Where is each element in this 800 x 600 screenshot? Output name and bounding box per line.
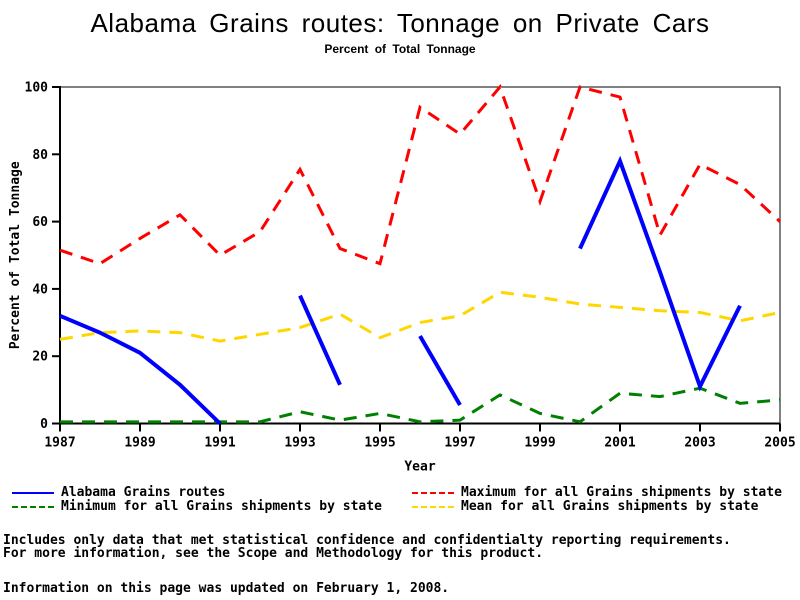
legend-label: Maximum for all Grains shipments by stat…: [461, 485, 782, 500]
series-line: [418, 335, 462, 406]
legend-item: Maximum for all Grains shipments by stat…: [400, 486, 796, 499]
x-tick-label: 1997: [444, 436, 475, 451]
legend-line-sample: [412, 491, 454, 494]
footnote-line: Includes only data that met statistical …: [3, 533, 731, 548]
x-tick-label: 1989: [124, 436, 155, 451]
x-tick-label: 2001: [604, 436, 635, 451]
x-tick-label: 1987: [44, 436, 75, 451]
x-tick-label: 2003: [684, 436, 715, 451]
x-axis-title: Year: [404, 460, 435, 475]
x-tick-label: 2005: [764, 436, 795, 451]
legend-line-sample: [412, 505, 454, 508]
x-tick-label: 1993: [284, 436, 315, 451]
y-tick-label: 40: [32, 282, 48, 297]
series-line: [298, 294, 342, 386]
x-tick-label: 1995: [364, 436, 395, 451]
series-line: [59, 290, 781, 343]
chart-subtitle: Percent of Total Tonnage: [324, 42, 476, 56]
legend-line-sample: [12, 505, 54, 508]
x-tick-label: 1999: [524, 436, 555, 451]
plot-area: 0 20 40 60 80 100 1987 1989 1991 1993 1995 1997 1999…: [8, 81, 796, 475]
legend-item: Alabama Grains routes: [0, 486, 400, 499]
y-tick-label: 0: [40, 417, 48, 432]
legend-label: Minimum for all Grains shipments by stat…: [61, 499, 382, 514]
footnote-block: Includes only data that met statistical …: [3, 534, 797, 560]
footnote-line: For more information, see the Scope and …: [3, 546, 544, 561]
legend-line-sample: [12, 491, 54, 494]
y-tick-label: 20: [32, 350, 48, 365]
legend-item: Minimum for all Grains shipments by stat…: [0, 500, 400, 513]
series-line: [60, 386, 781, 424]
y-tick-label: 100: [25, 81, 49, 96]
legend-label: Alabama Grains routes: [61, 485, 226, 500]
legend: Alabama Grains routes Maximum for all Gra…: [0, 486, 796, 513]
series-line: [578, 155, 742, 392]
chart-title: Alabama Grains routes: Tonnage on Privat…: [90, 8, 710, 38]
footnote-updated: Information on this page was updated on …: [3, 581, 450, 596]
series-line: [59, 313, 222, 425]
legend-label: Mean for all Grains shipments by state: [461, 499, 759, 514]
y-axis-title: Percent of Total Tonnage: [8, 161, 23, 349]
series-line: [59, 84, 782, 266]
legend-item: Mean for all Grains shipments by state: [400, 500, 796, 513]
x-tick-label: 1991: [204, 436, 235, 451]
y-tick-label: 60: [32, 215, 48, 230]
y-tick-label: 80: [32, 148, 48, 163]
